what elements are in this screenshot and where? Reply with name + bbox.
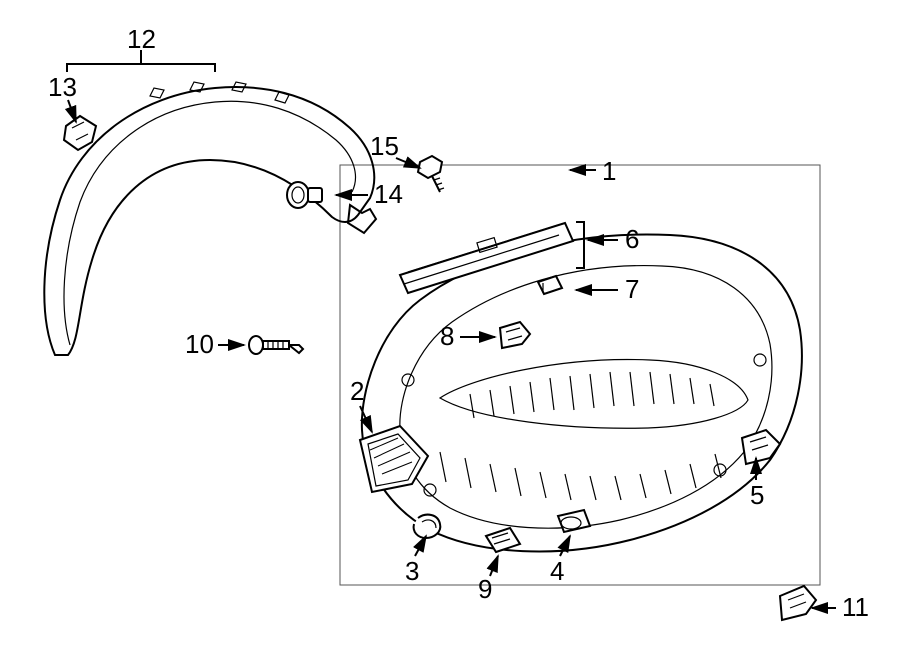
- callout-9: 9: [478, 574, 492, 604]
- part-12-frame: [44, 82, 376, 355]
- callout-8: 8: [440, 321, 454, 351]
- callout-14: 14: [374, 179, 403, 209]
- part-10-screw: [249, 336, 303, 354]
- callout-6: 6: [625, 224, 639, 254]
- callout-5: 5: [750, 480, 764, 510]
- parts-diagram: 1 2 3 4 5 6 7 8 9 10 11 12 13 14 15: [0, 0, 900, 662]
- callout-15: 15: [370, 131, 399, 161]
- callout-4: 4: [550, 556, 564, 586]
- part-11-clip: [780, 586, 816, 620]
- callout-13: 13: [48, 72, 77, 102]
- callout-1: 1: [602, 156, 616, 186]
- callout-7: 7: [625, 274, 639, 304]
- callout-12: 12: [127, 24, 156, 54]
- callout-11: 11: [842, 592, 869, 622]
- callout-10: 10: [185, 329, 214, 359]
- callout-3: 3: [405, 556, 419, 586]
- part-15-bolt: [418, 156, 444, 192]
- part-13-clip: [64, 116, 96, 150]
- callout-2: 2: [350, 376, 364, 406]
